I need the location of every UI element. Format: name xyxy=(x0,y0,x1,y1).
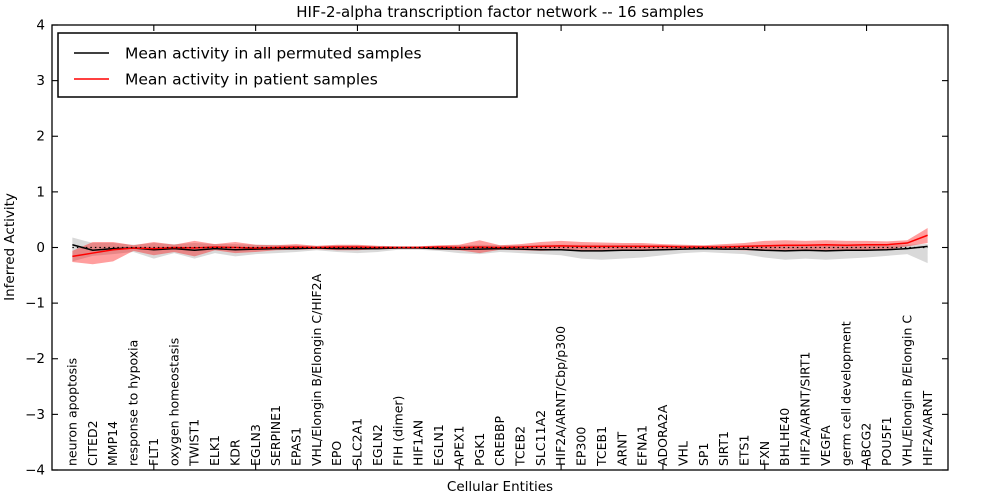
category-label: POU5F1 xyxy=(879,416,894,466)
y-tick-label: 3 xyxy=(36,73,45,89)
category-label: EP300 xyxy=(574,427,589,466)
category-label: VHL/Elongin B/Elongin C/HIF2A xyxy=(309,273,324,466)
category-label: ADORA2A xyxy=(655,404,670,466)
category-label: neuron apoptosis xyxy=(64,358,79,466)
band-permuted xyxy=(72,237,928,264)
chart-title: HIF-2-alpha transcription factor network… xyxy=(296,3,704,21)
category-label: HIF2A/ARNT/Cbp/p300 xyxy=(553,326,568,466)
category-label: PGK1 xyxy=(472,433,487,466)
y-tick-label: −2 xyxy=(25,351,45,367)
plot-bands xyxy=(72,228,928,265)
category-label: EGLN1 xyxy=(431,424,446,466)
y-tick-label: 4 xyxy=(36,17,45,33)
x-axis-label: Cellular Entities xyxy=(447,479,553,495)
category-labels: neuron apoptosis CITED2 MMP14 response to h… xyxy=(64,273,934,467)
category-label: HIF1AN xyxy=(411,420,426,466)
category-label: SP1 xyxy=(696,443,711,466)
legend: Mean activity in all permuted samples Me… xyxy=(57,32,518,98)
y-tick-label: 0 xyxy=(36,240,45,256)
y-tick-label: 1 xyxy=(36,184,45,200)
category-label: TCEB2 xyxy=(512,426,527,467)
category-label: VHL xyxy=(675,441,690,466)
category-label: BHLHE40 xyxy=(777,408,792,466)
band-patient xyxy=(72,228,928,265)
y-axis-label: Inferred Activity xyxy=(2,193,18,301)
category-label: TWIST1 xyxy=(187,419,202,467)
category-label: KDR xyxy=(227,439,242,466)
category-label: ELK1 xyxy=(207,435,222,466)
x-axis-ticks xyxy=(153,25,868,470)
category-label: CITED2 xyxy=(85,420,100,466)
y-tick-label: −3 xyxy=(25,407,45,423)
category-label: EGLN3 xyxy=(248,424,263,466)
category-label: EPAS1 xyxy=(288,427,303,466)
category-label: CREBBP xyxy=(492,416,507,466)
category-label: EGLN2 xyxy=(370,424,385,466)
category-label: response to hypoxia xyxy=(126,340,141,466)
category-label: oxygen homeostasis xyxy=(166,338,181,466)
category-label: ABCG2 xyxy=(859,423,874,466)
category-label: SIRT1 xyxy=(716,431,731,466)
mean-line-permuted xyxy=(72,243,928,252)
y-axis-ticks: −4 −3 −2 −1 0 1 2 3 4 xyxy=(25,17,948,478)
y-tick-label: 2 xyxy=(36,129,45,145)
category-label: FIH (dimer) xyxy=(390,396,405,466)
category-label: APEX1 xyxy=(451,425,466,466)
y-tick-label: −1 xyxy=(25,296,45,312)
category-label: SLC2A1 xyxy=(350,418,365,466)
category-label: ETS1 xyxy=(736,435,751,466)
category-label: ARNT xyxy=(614,431,629,466)
category-label: MMP14 xyxy=(105,421,120,466)
legend-label-patient: Mean activity in patient samples xyxy=(125,70,378,88)
category-label: TCEB1 xyxy=(594,426,609,467)
category-label: HIF2A/ARNT xyxy=(920,390,935,466)
category-label: EFNA1 xyxy=(635,425,650,466)
category-label: germ cell development xyxy=(838,321,853,466)
category-label: FXN xyxy=(757,441,772,466)
category-label: FLT1 xyxy=(146,438,161,466)
category-label: VHL/Elongin B/Elongin C xyxy=(899,315,914,466)
category-label: HIF2A/ARNT/SIRT1 xyxy=(798,352,813,466)
legend-box xyxy=(57,32,518,98)
category-label: SERPINE1 xyxy=(268,405,283,466)
y-tick-label: −4 xyxy=(25,462,45,478)
category-label: VEGFA xyxy=(818,425,833,466)
legend-label-permuted: Mean activity in all permuted samples xyxy=(125,44,422,62)
plot-lines xyxy=(72,234,928,258)
category-label: SLC11A2 xyxy=(533,410,548,466)
category-label: EPO xyxy=(329,441,344,466)
